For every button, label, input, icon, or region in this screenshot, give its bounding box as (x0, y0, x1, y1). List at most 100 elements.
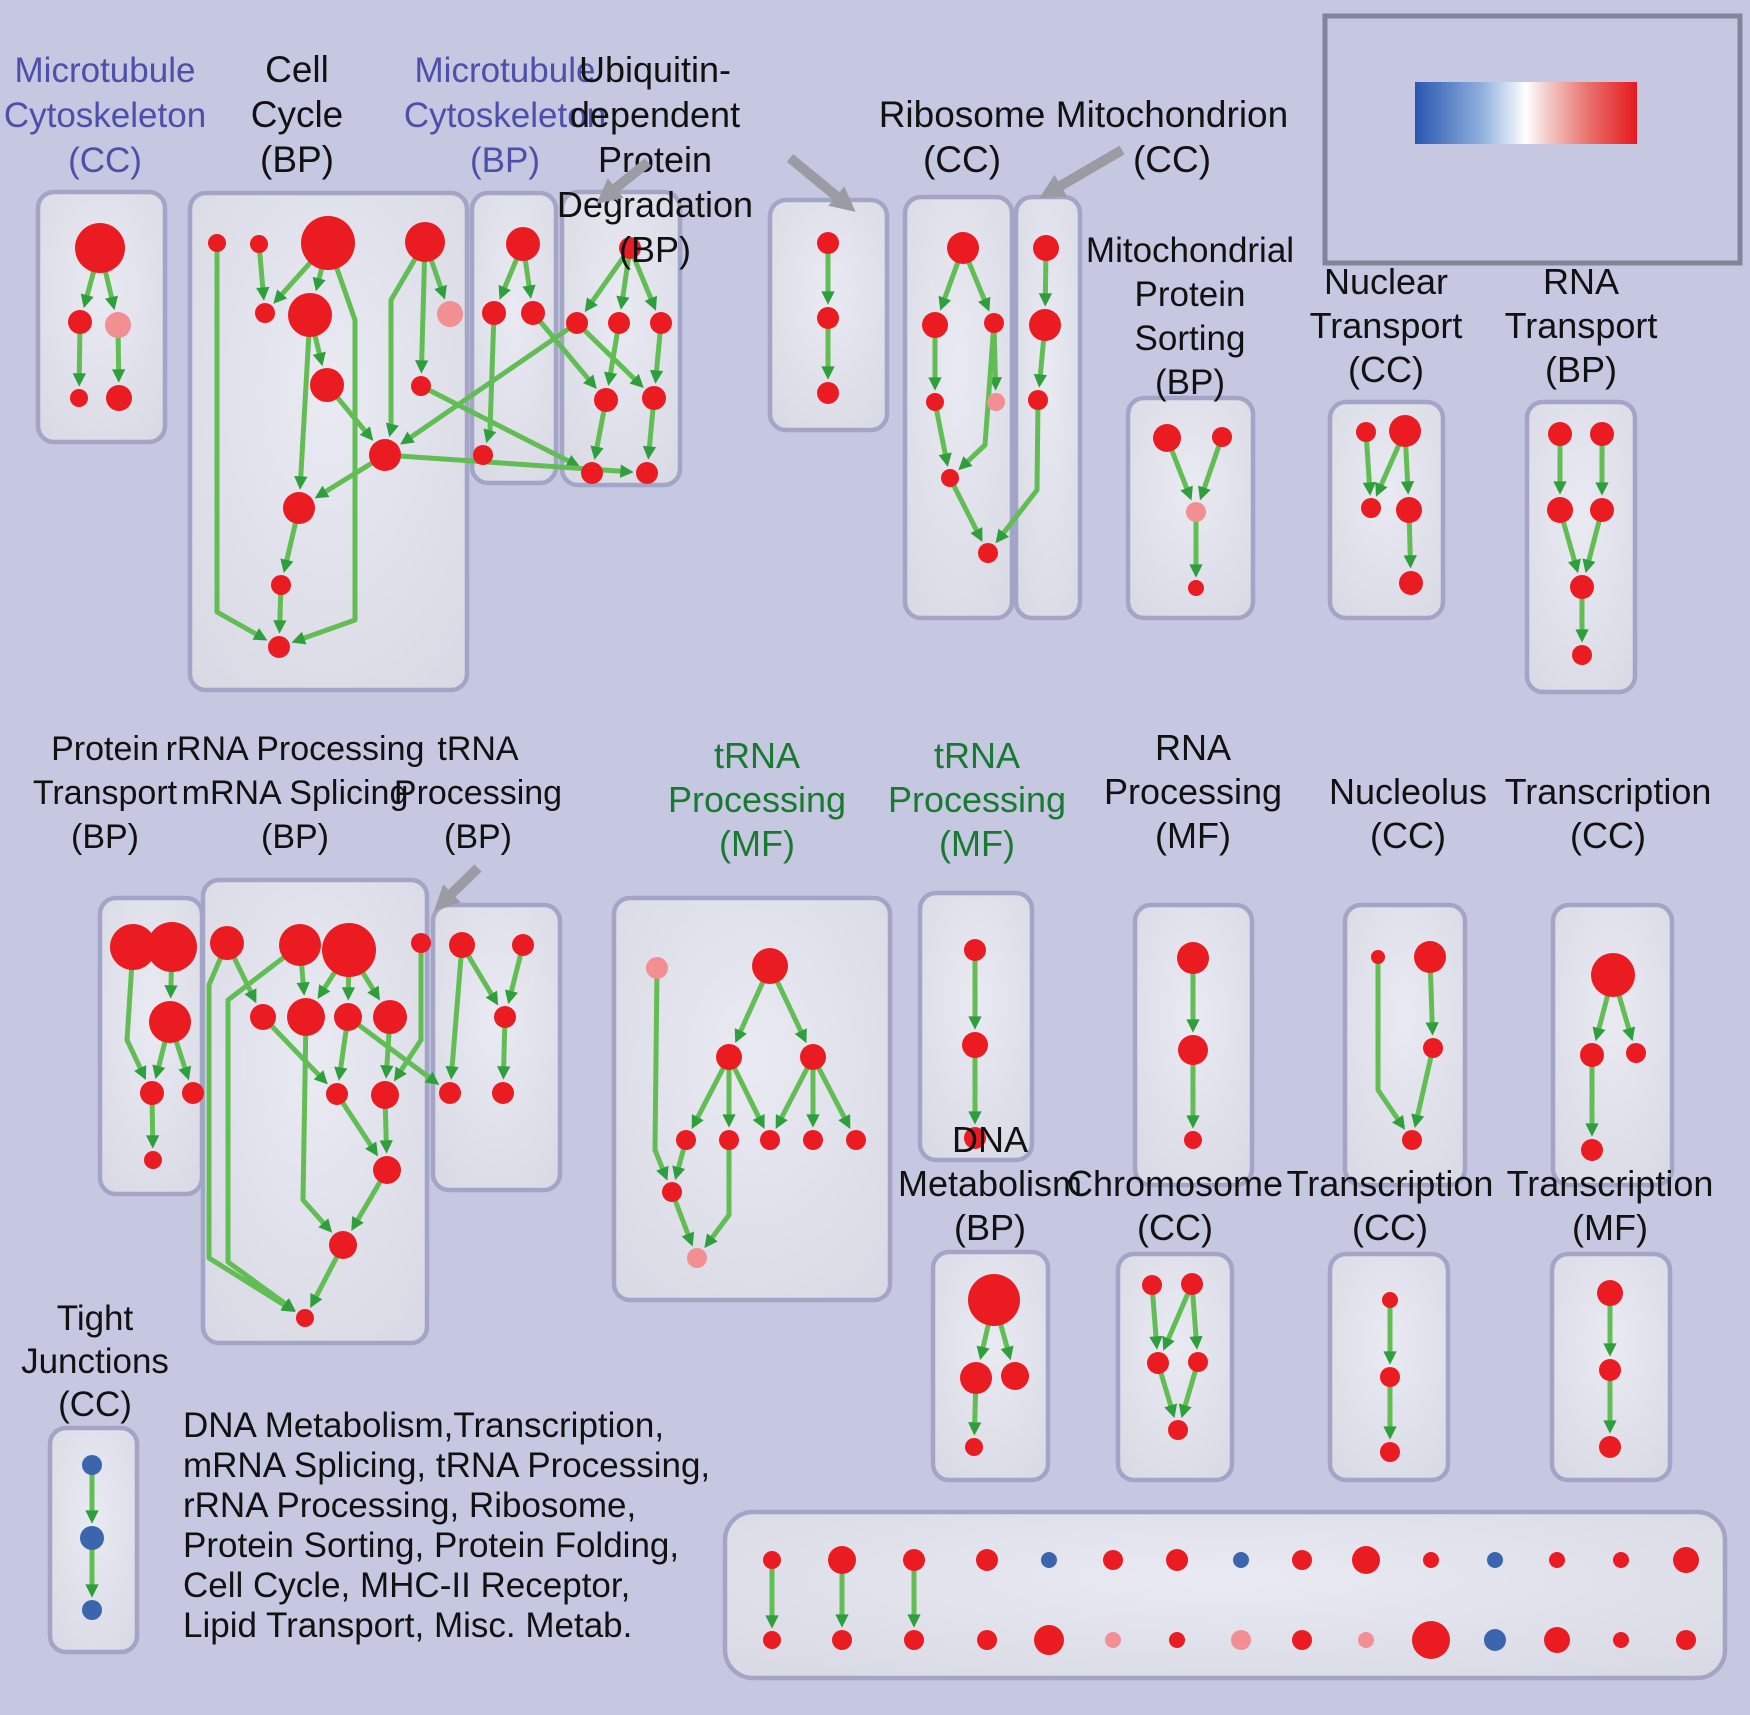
node-protein-transport-mid (149, 1001, 191, 1043)
node-rna-transport-mR (1590, 498, 1614, 522)
cluster-label-chromosome: (CC) (1137, 1207, 1213, 1248)
node-trna-processing-bp-m (494, 1006, 516, 1028)
go-edge (704, 1140, 732, 1249)
cluster-label-ubiquitin-degradation-a: (BP) (619, 229, 691, 270)
cluster-label-transcription-mf: (MF) (1572, 1207, 1648, 1248)
node-transcription-cc-upper-mR (1626, 1043, 1646, 1063)
node-cell-cycle-m (268, 636, 290, 658)
bottom-node-bottom-7 (1169, 1632, 1185, 1648)
node-transcription-cc-upper-big (1591, 953, 1635, 997)
node-rna-transport-tR (1590, 422, 1614, 446)
node-transcription-cc-upper-b (1581, 1139, 1603, 1161)
cluster-box-transcription-cc-lower (1327, 1251, 1451, 1483)
cluster-label-rrna-processing-mrna-splicing: rRNA Processing (166, 730, 425, 768)
bottom-node-bottom-11 (1412, 1621, 1450, 1659)
bottom-node-bottom-12 (1484, 1629, 1506, 1651)
node-rrna-processing-mrna-splicing-t3 (322, 923, 376, 977)
node-dna-metabolism-b (965, 1438, 983, 1456)
node-trna-processing-mf-large-pkT (646, 957, 668, 979)
go-edge (124, 946, 147, 1081)
cluster-box-nucleolus (1342, 902, 1468, 1188)
cluster-label-nuclear-transport: Transport (1310, 305, 1463, 346)
node-cell-cycle-l (271, 575, 291, 595)
node-trna-processing-mf-large-mR (800, 1044, 826, 1070)
mitochondrion-arrow (1039, 145, 1125, 199)
go-edge (385, 240, 428, 438)
bottom-node-top-12 (1487, 1552, 1503, 1568)
node-trna-processing-bp-bR (492, 1082, 514, 1104)
cluster-label-protein-transport: (BP) (71, 818, 139, 856)
node-ubiquitin-degradation-a-r2a (566, 312, 588, 334)
node-nuclear-transport-tS (1356, 422, 1376, 442)
node-trna-processing-mf-large-mL (716, 1044, 742, 1070)
node-rrna-processing-mrna-splicing-r2c (334, 1003, 362, 1031)
node-trna-processing-mf-large-lowA (662, 1182, 682, 1202)
node-mitochondrial-protein-sorting-tL (1153, 424, 1181, 452)
legend-gradient-bar (1415, 82, 1637, 144)
bottom-terms-box (722, 1509, 1728, 1681)
node-protein-transport-tA (110, 924, 156, 970)
node-rna-processing-mf-b (1184, 1131, 1202, 1149)
node-nucleolus-b (1402, 1130, 1422, 1150)
cluster-label-rna-processing-mf: (MF) (1155, 815, 1231, 856)
cluster-label-cell-cycle: Cycle (251, 94, 344, 135)
cluster-box-dna-metabolism (930, 1249, 1051, 1483)
cluster-label-protein-transport: Transport (33, 774, 178, 812)
node-ubiquitin-degradation-a-r3a (594, 388, 618, 412)
go-edge (291, 242, 358, 645)
cluster-label-microtubule-bp: Microtubule (415, 51, 596, 90)
node-microtubule-cc-d (70, 389, 88, 407)
go-edge (415, 241, 429, 374)
go-edge (575, 321, 644, 388)
node-cell-cycle-d (405, 222, 445, 262)
cluster-label-ubiquitin-degradation-a: dependent (570, 94, 740, 135)
cluster-label-ribosome: Ribosome (879, 94, 1046, 135)
go-edge (932, 401, 952, 467)
node-tight-junctions-m (80, 1526, 104, 1550)
bottom-node-bottom-3 (904, 1630, 924, 1650)
node-rrna-processing-mrna-splicing-r2a (250, 1004, 276, 1030)
cluster-label-rna-processing-mf: Processing (1104, 771, 1282, 812)
node-chromosome-mL (1147, 1352, 1169, 1374)
go-edge (400, 320, 579, 445)
node-trna-processing-mf-small-m (962, 1032, 988, 1058)
node-nucleolus-m (1423, 1038, 1443, 1058)
node-rrna-processing-mrna-splicing-r2b (287, 998, 325, 1036)
node-cell-cycle-h (310, 368, 344, 402)
bottom-node-top-5 (1041, 1552, 1057, 1568)
node-ribosome-mR (984, 313, 1004, 333)
go-edge (531, 311, 597, 390)
cluster-label-dna-metabolism: Metabolism (898, 1163, 1082, 1204)
node-cell-cycle-j (369, 439, 401, 471)
footnote-line: rRNA Processing, Ribosome, (183, 1486, 636, 1525)
go-edge (995, 399, 1041, 544)
node-rrna-processing-mrna-splicing-r2d (373, 1000, 407, 1034)
node-rrna-processing-mrna-splicing-t1 (210, 926, 244, 960)
cluster-label-dna-metabolism: (BP) (954, 1207, 1026, 1248)
cluster-label-tight-junctions: Tight (57, 1299, 134, 1338)
go-edge (393, 943, 424, 1082)
node-microtubule-bp-mL (482, 301, 506, 325)
node-nuclear-transport-b (1399, 571, 1423, 595)
node-mitochondrion-m (1029, 309, 1061, 341)
node-dna-metabolism-mR (1001, 1362, 1029, 1390)
cluster-box-chromosome (1115, 1251, 1235, 1483)
cluster-label-chromosome: Chromosome (1067, 1163, 1283, 1204)
go-edge (419, 383, 581, 467)
node-rna-processing-mf-t (1177, 942, 1209, 974)
node-protein-transport-tB (147, 922, 197, 972)
cluster-label-protein-transport: Protein (51, 730, 159, 768)
cluster-label-transcription-cc-upper: (CC) (1570, 815, 1646, 856)
cluster-label-ubiquitin-degradation-a: Degradation (557, 184, 753, 225)
node-dna-metabolism-mL (960, 1362, 992, 1394)
bottom-node-top-10 (1352, 1546, 1380, 1574)
layer-legend (1322, 13, 1743, 266)
node-microtubule-bp-big (506, 227, 540, 261)
node-mitochondrial-protein-sorting-tR (1212, 427, 1232, 447)
node-ribosome-pk (987, 393, 1005, 411)
bottom-node-top-1 (763, 1551, 781, 1569)
node-tight-junctions-b (82, 1600, 102, 1620)
node-transcription-mf-m (1599, 1359, 1621, 1381)
node-rna-processing-mf-m (1178, 1035, 1208, 1065)
go-edge (214, 243, 268, 641)
